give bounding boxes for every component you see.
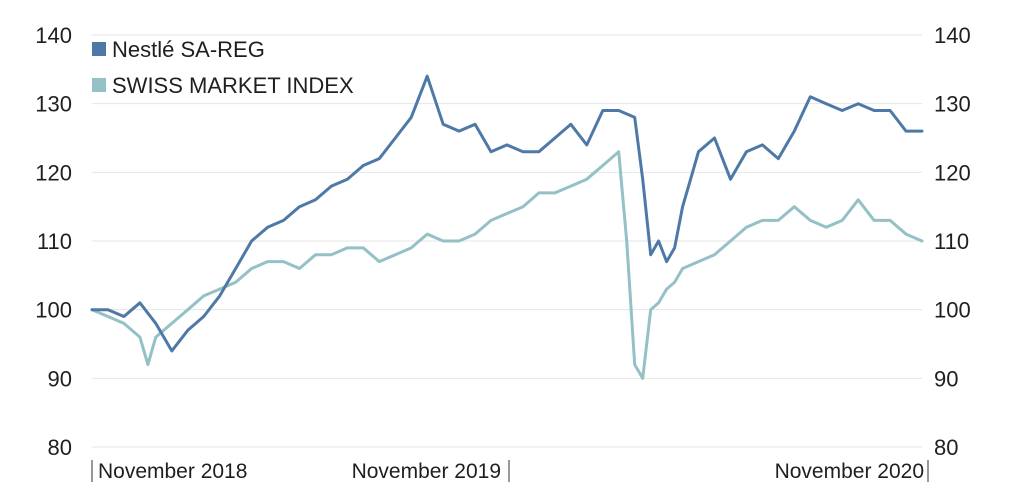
y-tick-right-110: 110 xyxy=(934,229,969,254)
grid-layer xyxy=(92,34,922,448)
y-tick-left-90: 90 xyxy=(48,366,72,391)
y-tick-left-110: 110 xyxy=(37,229,72,254)
x-tick-label-2: November 2020 xyxy=(775,460,924,483)
y-tick-left-130: 130 xyxy=(35,92,72,117)
x-tick-label-0: November 2018 xyxy=(98,460,247,483)
y-tick-left-80: 80 xyxy=(48,435,72,460)
y-tick-right-80: 80 xyxy=(934,435,958,460)
y-tick-left-100: 100 xyxy=(35,298,72,323)
legend-label-smi: SWISS MARKET INDEX xyxy=(112,73,354,98)
y-tick-left-120: 120 xyxy=(35,160,72,185)
y-tick-right-100: 100 xyxy=(934,298,971,323)
y-tick-right-140: 140 xyxy=(934,23,971,48)
y-tick-right-90: 90 xyxy=(934,366,958,391)
legend-label-nestle: Nestlé SA-REG xyxy=(112,37,265,62)
legend: Nestlé SA-REG SWISS MARKET INDEX xyxy=(92,37,354,98)
x-tick-label-1: November 2019 xyxy=(352,460,501,483)
left-y-axis: 80 90 100 110 120 130 140 xyxy=(35,23,72,460)
series-layer xyxy=(90,74,924,380)
y-tick-right-120: 120 xyxy=(934,160,971,185)
y-tick-left-140: 140 xyxy=(35,23,72,48)
right-y-axis: 80 90 100 110 120 130 140 xyxy=(934,23,971,460)
y-tick-right-130: 130 xyxy=(934,92,971,117)
series-line-smi xyxy=(90,150,924,380)
series-line-nestle xyxy=(90,74,924,353)
legend-swatch-smi xyxy=(92,78,106,92)
legend-swatch-nestle xyxy=(92,42,106,56)
x-axis: November 2018 November 2019 November 2020 xyxy=(91,460,929,483)
